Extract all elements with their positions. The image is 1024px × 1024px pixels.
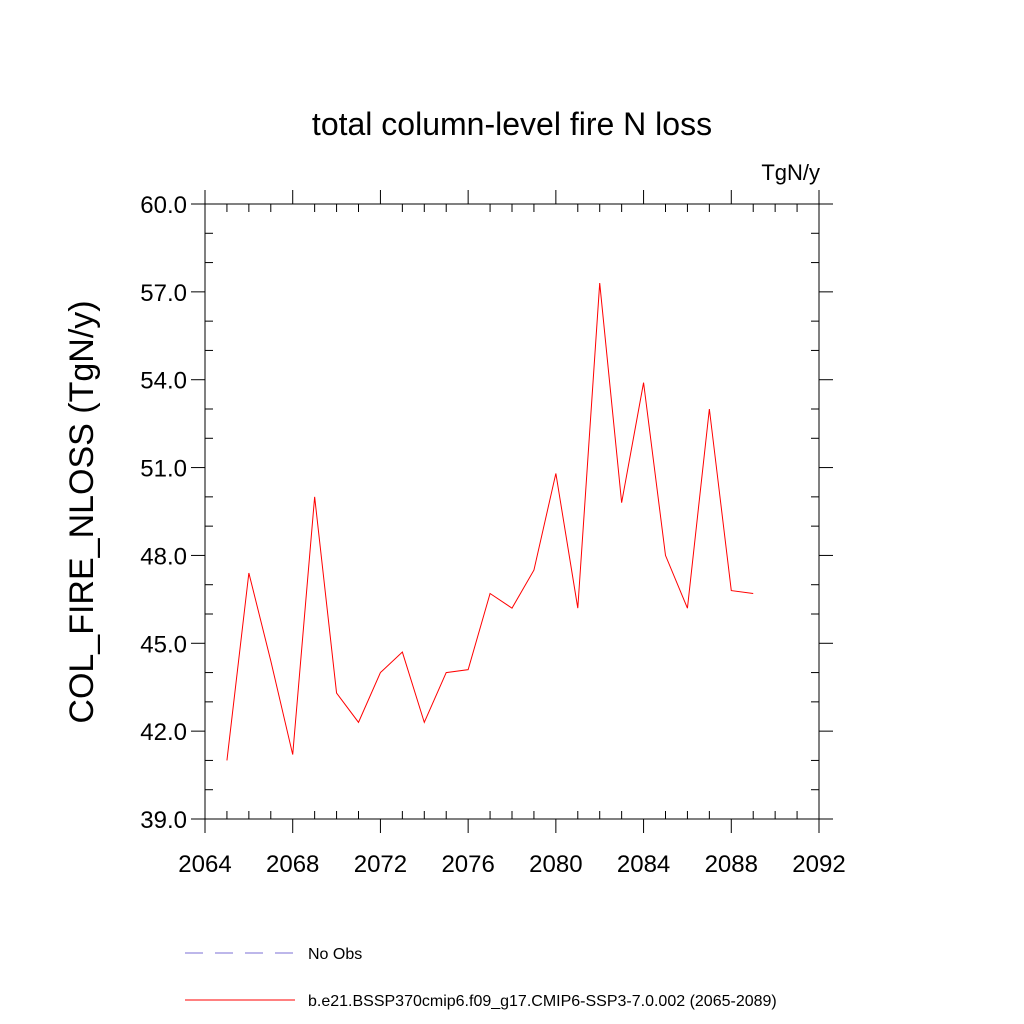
axis-ticks <box>191 190 833 833</box>
y-tick-label: 45.0 <box>140 631 187 658</box>
legend-label-no-obs: No Obs <box>308 946 362 963</box>
legend-label-series: b.e21.BSSP370cmip6.f09_g17.CMIP6-SSP3-7.… <box>308 993 777 1010</box>
plot-frame <box>204 203 820 820</box>
y-tick-label: 42.0 <box>140 719 187 746</box>
chart-title: total column-level fire N loss <box>312 106 712 142</box>
units-label: TgN/y <box>761 160 820 185</box>
x-tick-label: 2064 <box>178 851 231 878</box>
y-tick-label: 39.0 <box>140 807 187 834</box>
y-tick-label: 48.0 <box>140 543 187 570</box>
x-tick-label: 2068 <box>266 851 319 878</box>
y-tick-label: 51.0 <box>140 456 187 483</box>
y-axis-label: COL_FIRE_NLOSS (TgN/y) <box>63 300 101 723</box>
x-tick-label: 2088 <box>705 851 758 878</box>
x-tick-label: 2084 <box>617 851 670 878</box>
series-line-0 <box>226 283 754 761</box>
y-tick-label: 54.0 <box>140 368 187 395</box>
x-tick-label: 2076 <box>441 851 494 878</box>
x-tick-label: 2080 <box>529 851 582 878</box>
series-layer <box>226 283 754 761</box>
x-tick-label: 2072 <box>354 851 407 878</box>
y-tick-label: 57.0 <box>140 280 187 307</box>
axis-tick-labels: 39.0 42.0 45.0 48.0 51.0 54.0 57.0 60.0 2064 2068… <box>140 192 845 878</box>
x-tick-label: 2092 <box>792 851 845 878</box>
legend: No Obs b.e21.BSSP370cmip6.f09_g17.CMIP6-… <box>185 946 777 1010</box>
y-tick-label: 60.0 <box>140 192 187 219</box>
